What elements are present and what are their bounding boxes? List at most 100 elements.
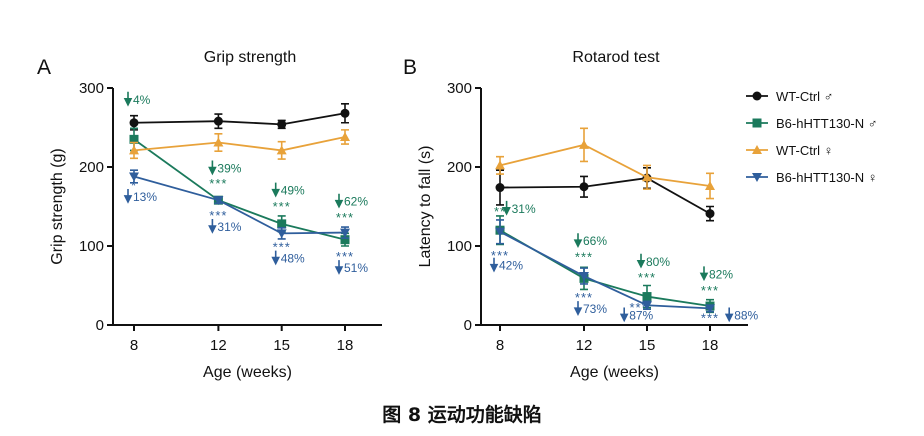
significance-annotation: 51%: [334, 260, 368, 275]
significance-annotation: ***: [209, 176, 226, 191]
significance-annotation: 31%: [208, 218, 242, 234]
down-arrow-icon: [271, 250, 280, 266]
x-axis-label: Age (weeks): [570, 364, 659, 381]
down-arrow-icon: [123, 188, 133, 204]
significance-annotation: 80%: [636, 253, 670, 269]
data-point: [213, 137, 224, 147]
significance-annotation: 82%: [699, 266, 733, 281]
chart-title: Grip strength: [204, 49, 296, 66]
data-point: [129, 118, 139, 128]
x-axis-label: Age (weeks): [203, 364, 292, 381]
data-point: [276, 145, 287, 155]
significance-annotation: ***: [701, 310, 719, 325]
data-point: [129, 172, 139, 182]
annotation-text: 48%: [281, 252, 305, 266]
significance-annotation: ***: [336, 249, 353, 264]
significance-annotation: 62%: [334, 193, 368, 209]
legend-item: WT-Ctrl ♂: [746, 89, 833, 104]
data-point: [340, 228, 350, 238]
data-point: [642, 172, 652, 182]
x-tick-label: 18: [337, 337, 354, 354]
down-arrow-icon: [724, 307, 734, 323]
significance-annotation: 87%: [619, 307, 654, 323]
legend: WT-Ctrl ♂ B6-hHTT130-N ♂ WT-Ctrl ♀ B6-hHTT1…: [746, 89, 878, 185]
data-point: [277, 219, 287, 229]
annotation-text: ***: [638, 270, 656, 285]
down-arrow-icon: [208, 218, 217, 234]
annotation-text: 4%: [133, 93, 151, 107]
legend-item: B6-hHTT130-N ♀: [746, 170, 878, 185]
annotation-text: 39%: [217, 162, 241, 176]
significance-annotation: ***: [273, 199, 291, 214]
series-line: [133, 112, 346, 126]
annotation-text: 31%: [512, 202, 536, 216]
legend-item: B6-hHTT130-N ♂: [746, 116, 878, 131]
data-point: [579, 182, 589, 192]
panel-A: A Grip strength 0 100 200 300 8 12 15 18 Age (week…: [37, 49, 382, 381]
data-point: [213, 116, 223, 126]
annotation-text: ***: [336, 210, 354, 225]
legend-marker: [752, 91, 762, 101]
down-arrow-icon: [573, 233, 583, 248]
legend-marker: [752, 118, 762, 128]
down-arrow-icon: [123, 91, 133, 107]
x-tick-label: 15: [639, 337, 656, 354]
annotation-text: ***: [701, 310, 719, 325]
x-tick-label: 12: [576, 337, 593, 354]
significance-annotation: ***: [630, 300, 648, 315]
y-tick-label: 100: [447, 238, 472, 255]
significance-annotation: ***: [273, 239, 291, 254]
y-tick-label: 0: [464, 317, 472, 334]
annotation-text: 66%: [583, 234, 607, 248]
legend-marker: [752, 145, 762, 154]
legend-marker: [752, 173, 762, 182]
down-arrow-icon: [619, 307, 629, 323]
data-point: [340, 108, 350, 118]
series-WT-Ctrl-♂: [129, 103, 350, 131]
series-line: [133, 136, 346, 152]
annotation-text: ***: [630, 300, 648, 315]
data-point: [705, 180, 715, 190]
annotation-text: 73%: [583, 302, 607, 316]
series-line: [133, 175, 346, 235]
down-arrow-icon: [573, 301, 583, 316]
x-tick-label: 18: [702, 337, 719, 354]
significance-annotation: 73%: [573, 301, 607, 316]
data-point: [495, 227, 505, 237]
data-point: [213, 196, 224, 206]
legend-label: WT-Ctrl ♂: [776, 89, 833, 104]
y-axis-label: Grip strength (g): [49, 148, 66, 264]
significance-annotation: ***: [638, 270, 656, 285]
x-tick-label: 8: [496, 337, 504, 354]
figure: A Grip strength 0 100 200 300 8 12 15 18 Age (week…: [37, 49, 878, 381]
series-line: [499, 230, 711, 310]
panel-B: B Rotarod test 0 100 200 300 8 12 15 18 Age (weeks…: [403, 49, 759, 381]
y-tick-label: 200: [79, 159, 104, 176]
x-tick-label: 12: [210, 337, 227, 354]
legend-item: WT-Ctrl ♀: [746, 143, 833, 158]
down-arrow-icon: [334, 260, 344, 275]
data-point: [495, 160, 505, 170]
legend-label: B6-hHTT130-N ♀: [776, 170, 878, 185]
series-B6-hHTT130-N-♀: [495, 219, 715, 314]
down-arrow-icon: [271, 182, 280, 198]
series-B6-hHTT130-N-♀: [129, 169, 350, 240]
significance-annotation: ***: [575, 250, 592, 265]
annotation-text: ***: [273, 239, 291, 254]
panel-label: A: [37, 56, 51, 79]
significance-annotation: ***: [336, 210, 354, 225]
data-point: [276, 229, 287, 239]
significance-annotation: *: [131, 178, 136, 193]
chart-title: Rotarod test: [572, 49, 660, 66]
data-point: [579, 139, 589, 149]
significance-annotation: **: [494, 204, 505, 219]
annotation-text: 88%: [734, 308, 758, 322]
significance-annotation: 48%: [271, 250, 305, 266]
significance-annotation: 31%: [502, 200, 536, 216]
significance-annotation: ***: [575, 290, 592, 305]
annotation-text: 49%: [281, 184, 305, 198]
significance-annotation: 42%: [489, 257, 523, 273]
annotation-text: ***: [273, 199, 291, 214]
significance-annotation: ***: [491, 248, 508, 263]
annotation-text: 42%: [499, 259, 523, 273]
